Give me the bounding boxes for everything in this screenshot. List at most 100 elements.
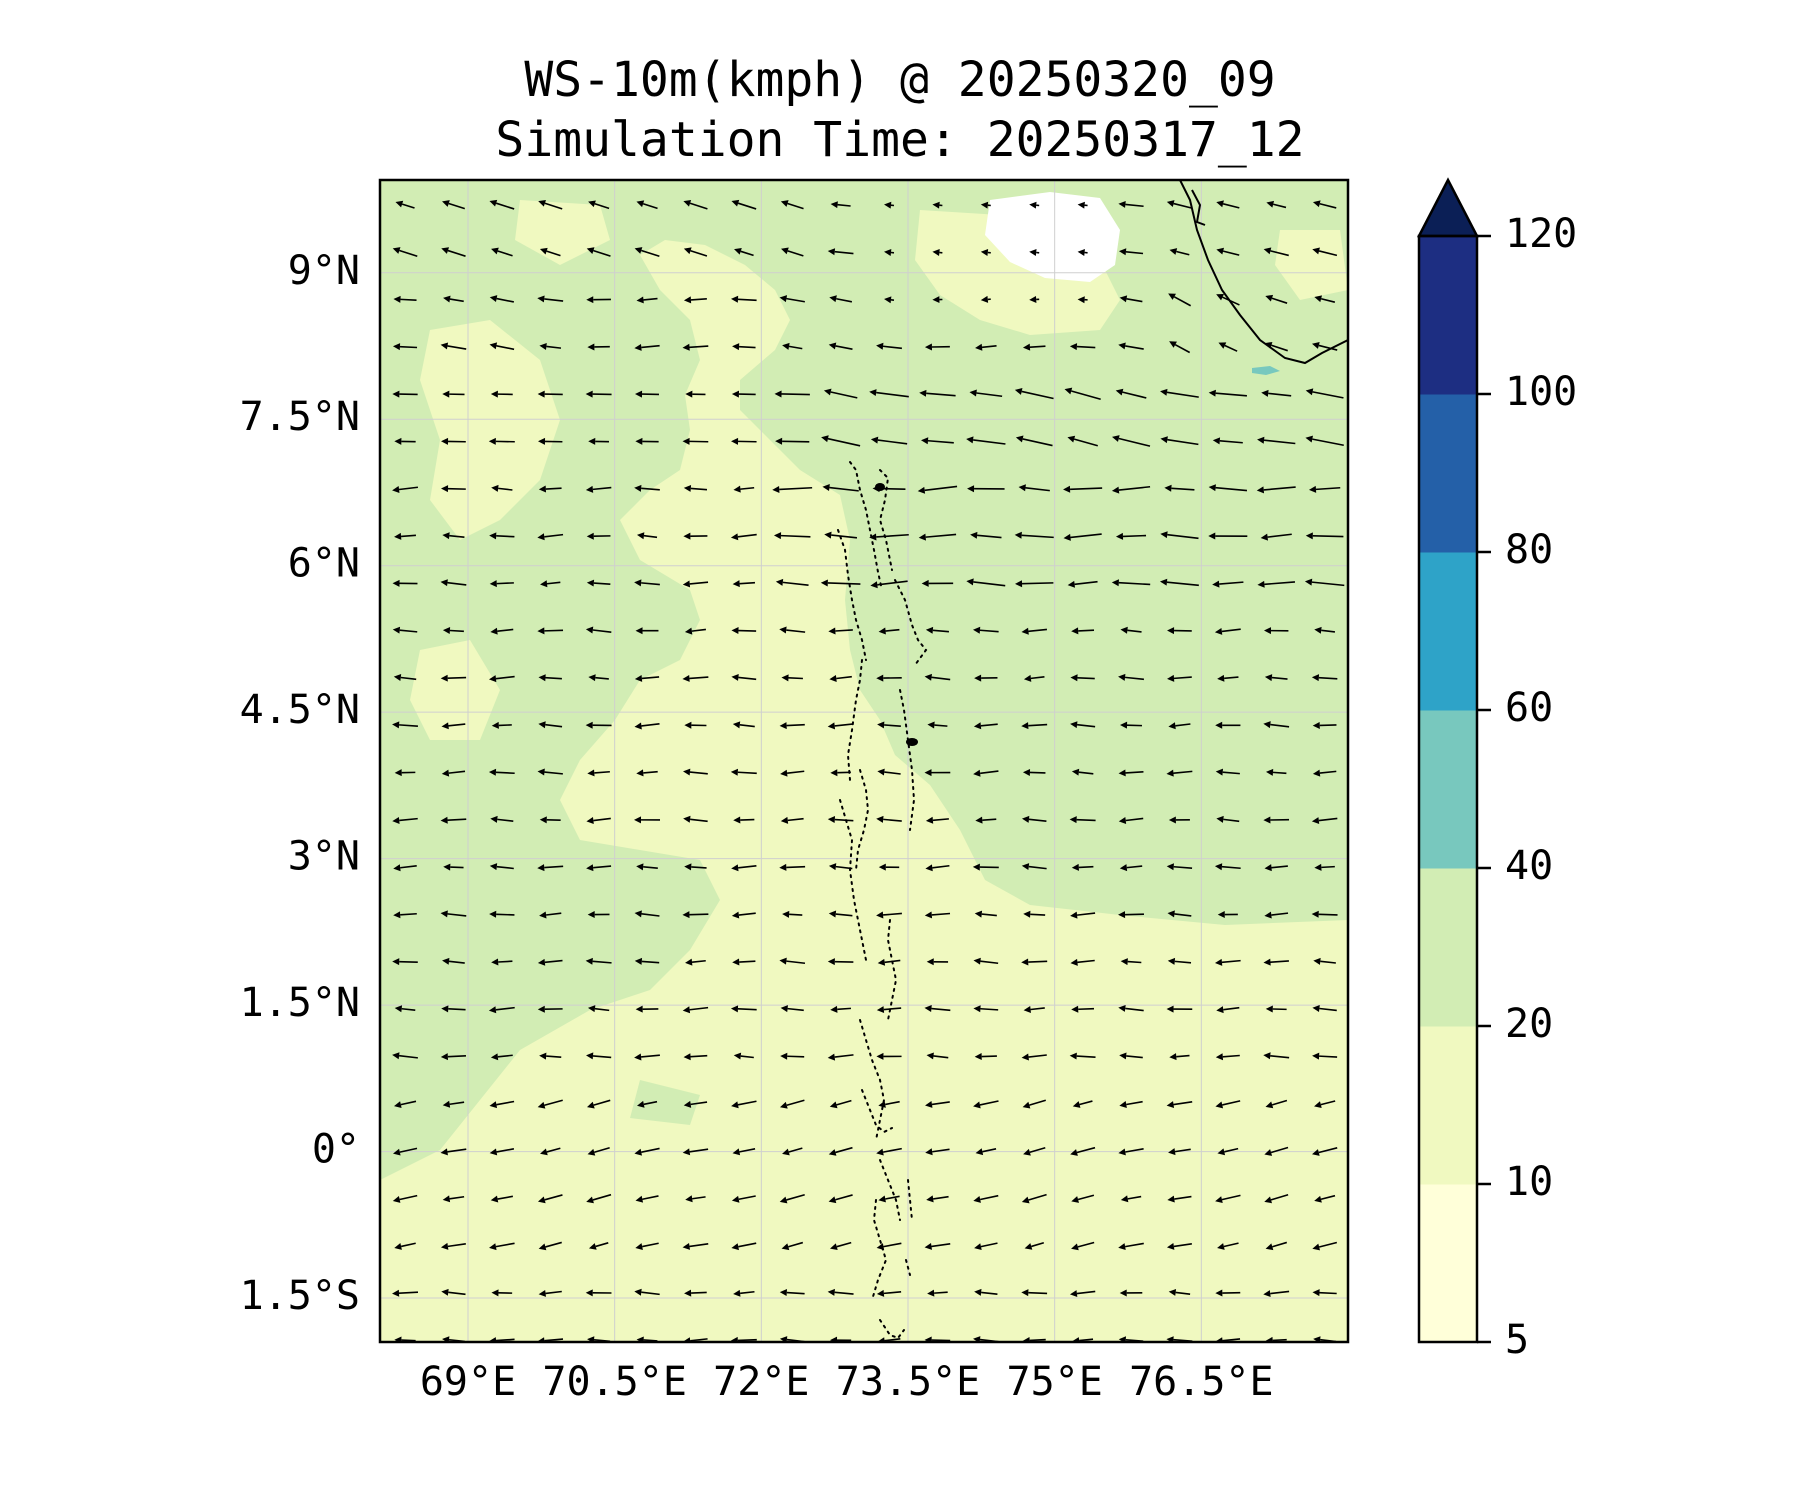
wind-vector — [586, 296, 611, 304]
wind-vector — [586, 247, 611, 257]
wind-vector — [393, 295, 417, 303]
wind-vector — [876, 1006, 902, 1014]
wind-vector — [884, 201, 895, 209]
wind-vector — [1215, 768, 1240, 776]
wind-vector — [634, 1053, 660, 1061]
wind-vector — [779, 957, 806, 965]
wind-vector — [683, 247, 708, 257]
wind-vector — [489, 1148, 515, 1156]
wind-vector — [443, 295, 464, 303]
wind-vector — [932, 296, 943, 304]
plot-area — [380, 180, 1348, 1342]
wind-vector — [537, 1099, 563, 1109]
wind-vector — [489, 580, 514, 588]
wind-vector — [635, 1242, 659, 1251]
wind-vector — [684, 1289, 707, 1297]
wind-vector — [442, 390, 465, 398]
latitude-tick-labels: 9°N 7.5°N 6°N 4.5°N 3°N 1.5°N 0° 1.5°S — [240, 248, 360, 1319]
wind-vector — [587, 343, 610, 351]
wind-vector — [1257, 436, 1296, 445]
wind-vector — [1217, 674, 1239, 682]
wind-vector — [635, 1005, 659, 1013]
wind-vector — [732, 721, 755, 729]
wind-vector — [488, 1006, 515, 1014]
wind-vector — [1071, 1005, 1095, 1013]
wind-vector — [634, 957, 660, 965]
wind-vector — [683, 484, 708, 492]
wind-vector — [1119, 864, 1143, 872]
wind-vector — [966, 436, 1006, 445]
wind-vector — [1212, 437, 1243, 445]
wind-vector — [1119, 1052, 1143, 1060]
lon-tick-label: 70.5°E — [542, 1359, 687, 1405]
wind-vector — [1166, 1242, 1192, 1250]
wind-vector — [683, 532, 708, 540]
wind-vector — [925, 1148, 950, 1156]
wind-vector — [538, 1289, 562, 1297]
wind-vector — [966, 578, 1006, 587]
wind-vector — [489, 1242, 515, 1251]
wind-vector — [489, 910, 515, 918]
wind-vector — [1014, 531, 1054, 539]
wind-vector — [1071, 627, 1095, 635]
wind-vector — [636, 296, 658, 304]
wind-vector — [733, 1052, 754, 1060]
wind-vector — [731, 673, 757, 681]
wind-vector — [869, 389, 909, 398]
wind-vector — [1071, 768, 1094, 776]
wind-vector — [634, 579, 660, 587]
wind-vector — [1069, 1052, 1096, 1060]
wind-vector — [730, 1005, 757, 1013]
wind-vector — [1064, 387, 1101, 401]
map-title-line-2: Simulation Time: 20250317_12 — [495, 112, 1305, 168]
wind-vector — [820, 579, 861, 587]
lat-tick-label: 7.5°N — [240, 394, 360, 440]
wind-vector — [1071, 863, 1094, 871]
wind-vector — [1111, 579, 1151, 587]
wind-vector — [539, 1052, 562, 1060]
wind-vector — [1168, 1148, 1191, 1156]
wind-vector — [1264, 1146, 1289, 1156]
colorbar-tick-label: 120 — [1505, 211, 1577, 257]
lat-tick-label: 6°N — [288, 541, 360, 587]
wind-vector — [1069, 1290, 1096, 1298]
wind-vector — [1217, 1147, 1239, 1156]
wind-vector — [394, 532, 416, 540]
wind-vector — [586, 1052, 612, 1060]
wind-vector — [1312, 1052, 1338, 1060]
wind-vector — [1214, 863, 1241, 871]
wind-vector — [1215, 721, 1241, 729]
wind-vector — [1263, 958, 1289, 966]
wind-vector — [634, 1147, 660, 1156]
wind-vector — [918, 533, 957, 541]
wind-vector — [1111, 435, 1151, 447]
wind-vector — [828, 342, 853, 351]
wind-vector — [1256, 486, 1296, 494]
wind-vector — [1314, 295, 1336, 303]
wind-vector — [1208, 532, 1248, 540]
wind-vector — [830, 1336, 852, 1342]
colorbar-band — [1419, 710, 1477, 869]
wind-vector — [441, 1288, 466, 1296]
wind-vector — [394, 1005, 416, 1013]
wind-vector — [972, 626, 999, 634]
wind-vector — [1118, 1004, 1144, 1012]
wind-vector — [636, 532, 658, 540]
wind-vector — [1120, 626, 1142, 634]
wind-vector — [588, 437, 609, 445]
wind-vector — [586, 579, 611, 587]
wind-vector — [1069, 343, 1096, 351]
wind-vector — [588, 1242, 609, 1250]
atoll-outline — [894, 579, 928, 666]
wind-vector — [1023, 1006, 1045, 1013]
wind-vector — [1167, 957, 1192, 965]
wind-vector — [827, 958, 854, 966]
wind-vector — [1166, 1005, 1193, 1013]
wind-speed-contour-40-60 — [1252, 366, 1280, 375]
wind-vector — [1166, 769, 1193, 777]
wind-vector — [1264, 1193, 1289, 1204]
colorbar-extend-triangle — [1416, 177, 1480, 238]
wind-vector — [539, 911, 562, 919]
wind-vector — [884, 249, 895, 256]
lat-tick-label: 4.5°N — [240, 687, 360, 733]
